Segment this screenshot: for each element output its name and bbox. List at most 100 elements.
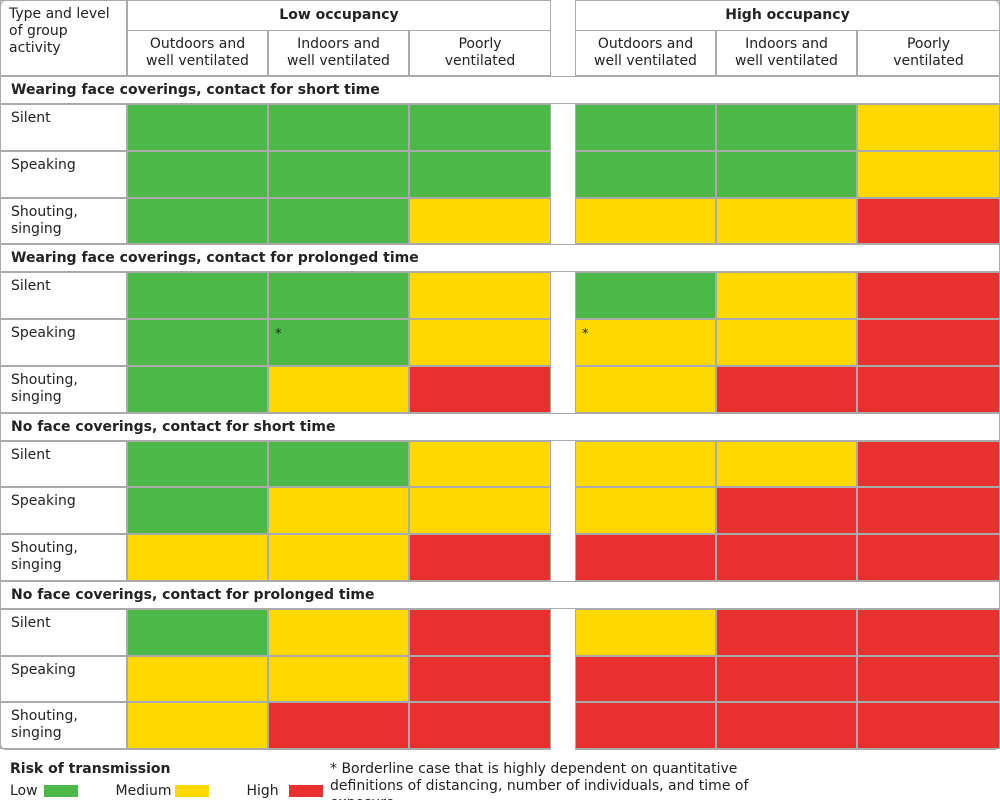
row-label: Shouting, singing: [0, 365, 127, 413]
risk-cell: [127, 655, 268, 703]
risk-cell: [857, 104, 1000, 151]
row-label: Silent: [0, 104, 127, 151]
risk-cell: [268, 608, 409, 656]
legend-swatch: [43, 785, 78, 797]
risk-cell: *: [268, 319, 409, 366]
column-header: Poorly ventilated: [409, 30, 551, 76]
legend-title: Risk of transmission: [10, 761, 171, 777]
risk-cell: [409, 365, 551, 413]
risk-cell: [857, 272, 1000, 319]
legend-swatch: [288, 785, 323, 797]
risk-cell: [857, 319, 1000, 366]
risk-cell: [575, 272, 716, 319]
column-header: Poorly ventilated: [857, 30, 1000, 76]
legend-swatch: [174, 785, 209, 797]
risk-cell: [409, 319, 551, 366]
risk-cell: [575, 150, 716, 198]
column-label: Indoors and well ventilated: [287, 36, 390, 69]
row-label: Shouting, singing: [0, 702, 127, 749]
column-label: Poorly ventilated: [444, 36, 516, 69]
risk-cell: [268, 365, 409, 413]
risk-cell: [127, 487, 268, 534]
column-header: Indoors and well ventilated: [268, 30, 409, 76]
row-label: Shouting, singing: [0, 197, 127, 245]
row-label: Silent: [0, 440, 127, 488]
risk-cell: [575, 534, 716, 581]
risk-cell: [857, 608, 1000, 656]
group-label: Low occupancy: [279, 7, 399, 23]
risk-cell: [409, 440, 551, 488]
risk-cell: [857, 487, 1000, 534]
legend-label: Low: [10, 783, 38, 799]
risk-cell: [716, 319, 857, 366]
risk-cell: [127, 608, 268, 656]
risk-cell: [268, 702, 409, 749]
corner-header: Type and level of group activity: [0, 0, 127, 76]
risk-cell: [716, 150, 857, 198]
risk-cell: [716, 272, 857, 319]
group-label: High occupancy: [725, 7, 850, 23]
section-title: Wearing face coverings, contact for prol…: [0, 244, 1000, 273]
note-marker: *: [275, 327, 282, 342]
risk-cell: [716, 487, 857, 534]
risk-cell: *: [575, 319, 716, 366]
risk-cell: [409, 150, 551, 198]
row-label: Speaking: [0, 655, 127, 703]
risk-cell: [268, 104, 409, 151]
column-label: Outdoors and well ventilated: [594, 36, 697, 69]
group-header: High occupancy: [575, 0, 1000, 31]
risk-cell: [716, 440, 857, 488]
section-title: Wearing face coverings, contact for shor…: [0, 76, 1000, 104]
column-header: Indoors and well ventilated: [716, 30, 857, 76]
risk-cell: [127, 104, 268, 151]
risk-cell: [268, 150, 409, 198]
gap-column: [551, 0, 575, 750]
column-header: Outdoors and well ventilated: [127, 30, 268, 76]
risk-cell: [716, 655, 857, 703]
risk-cell: [575, 104, 716, 151]
risk-cell: [716, 608, 857, 656]
risk-cell: [409, 534, 551, 581]
note-marker: *: [582, 327, 589, 342]
risk-cell: [857, 534, 1000, 581]
risk-cell: [716, 534, 857, 581]
risk-cell: [716, 702, 857, 749]
row-label: Speaking: [0, 319, 127, 366]
risk-cell: [857, 655, 1000, 703]
row-label: Silent: [0, 272, 127, 319]
column-label: Outdoors and well ventilated: [146, 36, 249, 69]
risk-cell: [268, 534, 409, 581]
risk-cell: [127, 197, 268, 245]
legend-label: Medium: [115, 783, 172, 799]
risk-cell: [575, 702, 716, 749]
risk-cell: [409, 702, 551, 749]
row-label: Speaking: [0, 487, 127, 534]
column-label: Indoors and well ventilated: [735, 36, 838, 69]
risk-cell: [127, 150, 268, 198]
section-title: No face coverings, contact for prolonged…: [0, 580, 1000, 609]
risk-cell: [127, 534, 268, 581]
risk-cell: [575, 487, 716, 534]
column-header: Outdoors and well ventilated: [575, 30, 716, 76]
risk-cell: [575, 655, 716, 703]
risk-cell: [268, 487, 409, 534]
risk-cell: [268, 197, 409, 245]
risk-cell: [857, 702, 1000, 749]
risk-cell: [409, 104, 551, 151]
legend-label: High: [246, 783, 279, 799]
risk-cell: [716, 104, 857, 151]
risk-cell: [575, 197, 716, 245]
risk-cell: [857, 150, 1000, 198]
risk-cell: [575, 440, 716, 488]
risk-cell: [409, 655, 551, 703]
group-header: Low occupancy: [127, 0, 551, 31]
risk-cell: [268, 440, 409, 488]
risk-cell: [857, 440, 1000, 488]
risk-cell: [716, 197, 857, 245]
row-label: Shouting, singing: [0, 534, 127, 581]
risk-cell: [857, 365, 1000, 413]
row-label: Speaking: [0, 150, 127, 198]
risk-cell: [268, 272, 409, 319]
section-title: No face coverings, contact for short tim…: [0, 412, 1000, 441]
